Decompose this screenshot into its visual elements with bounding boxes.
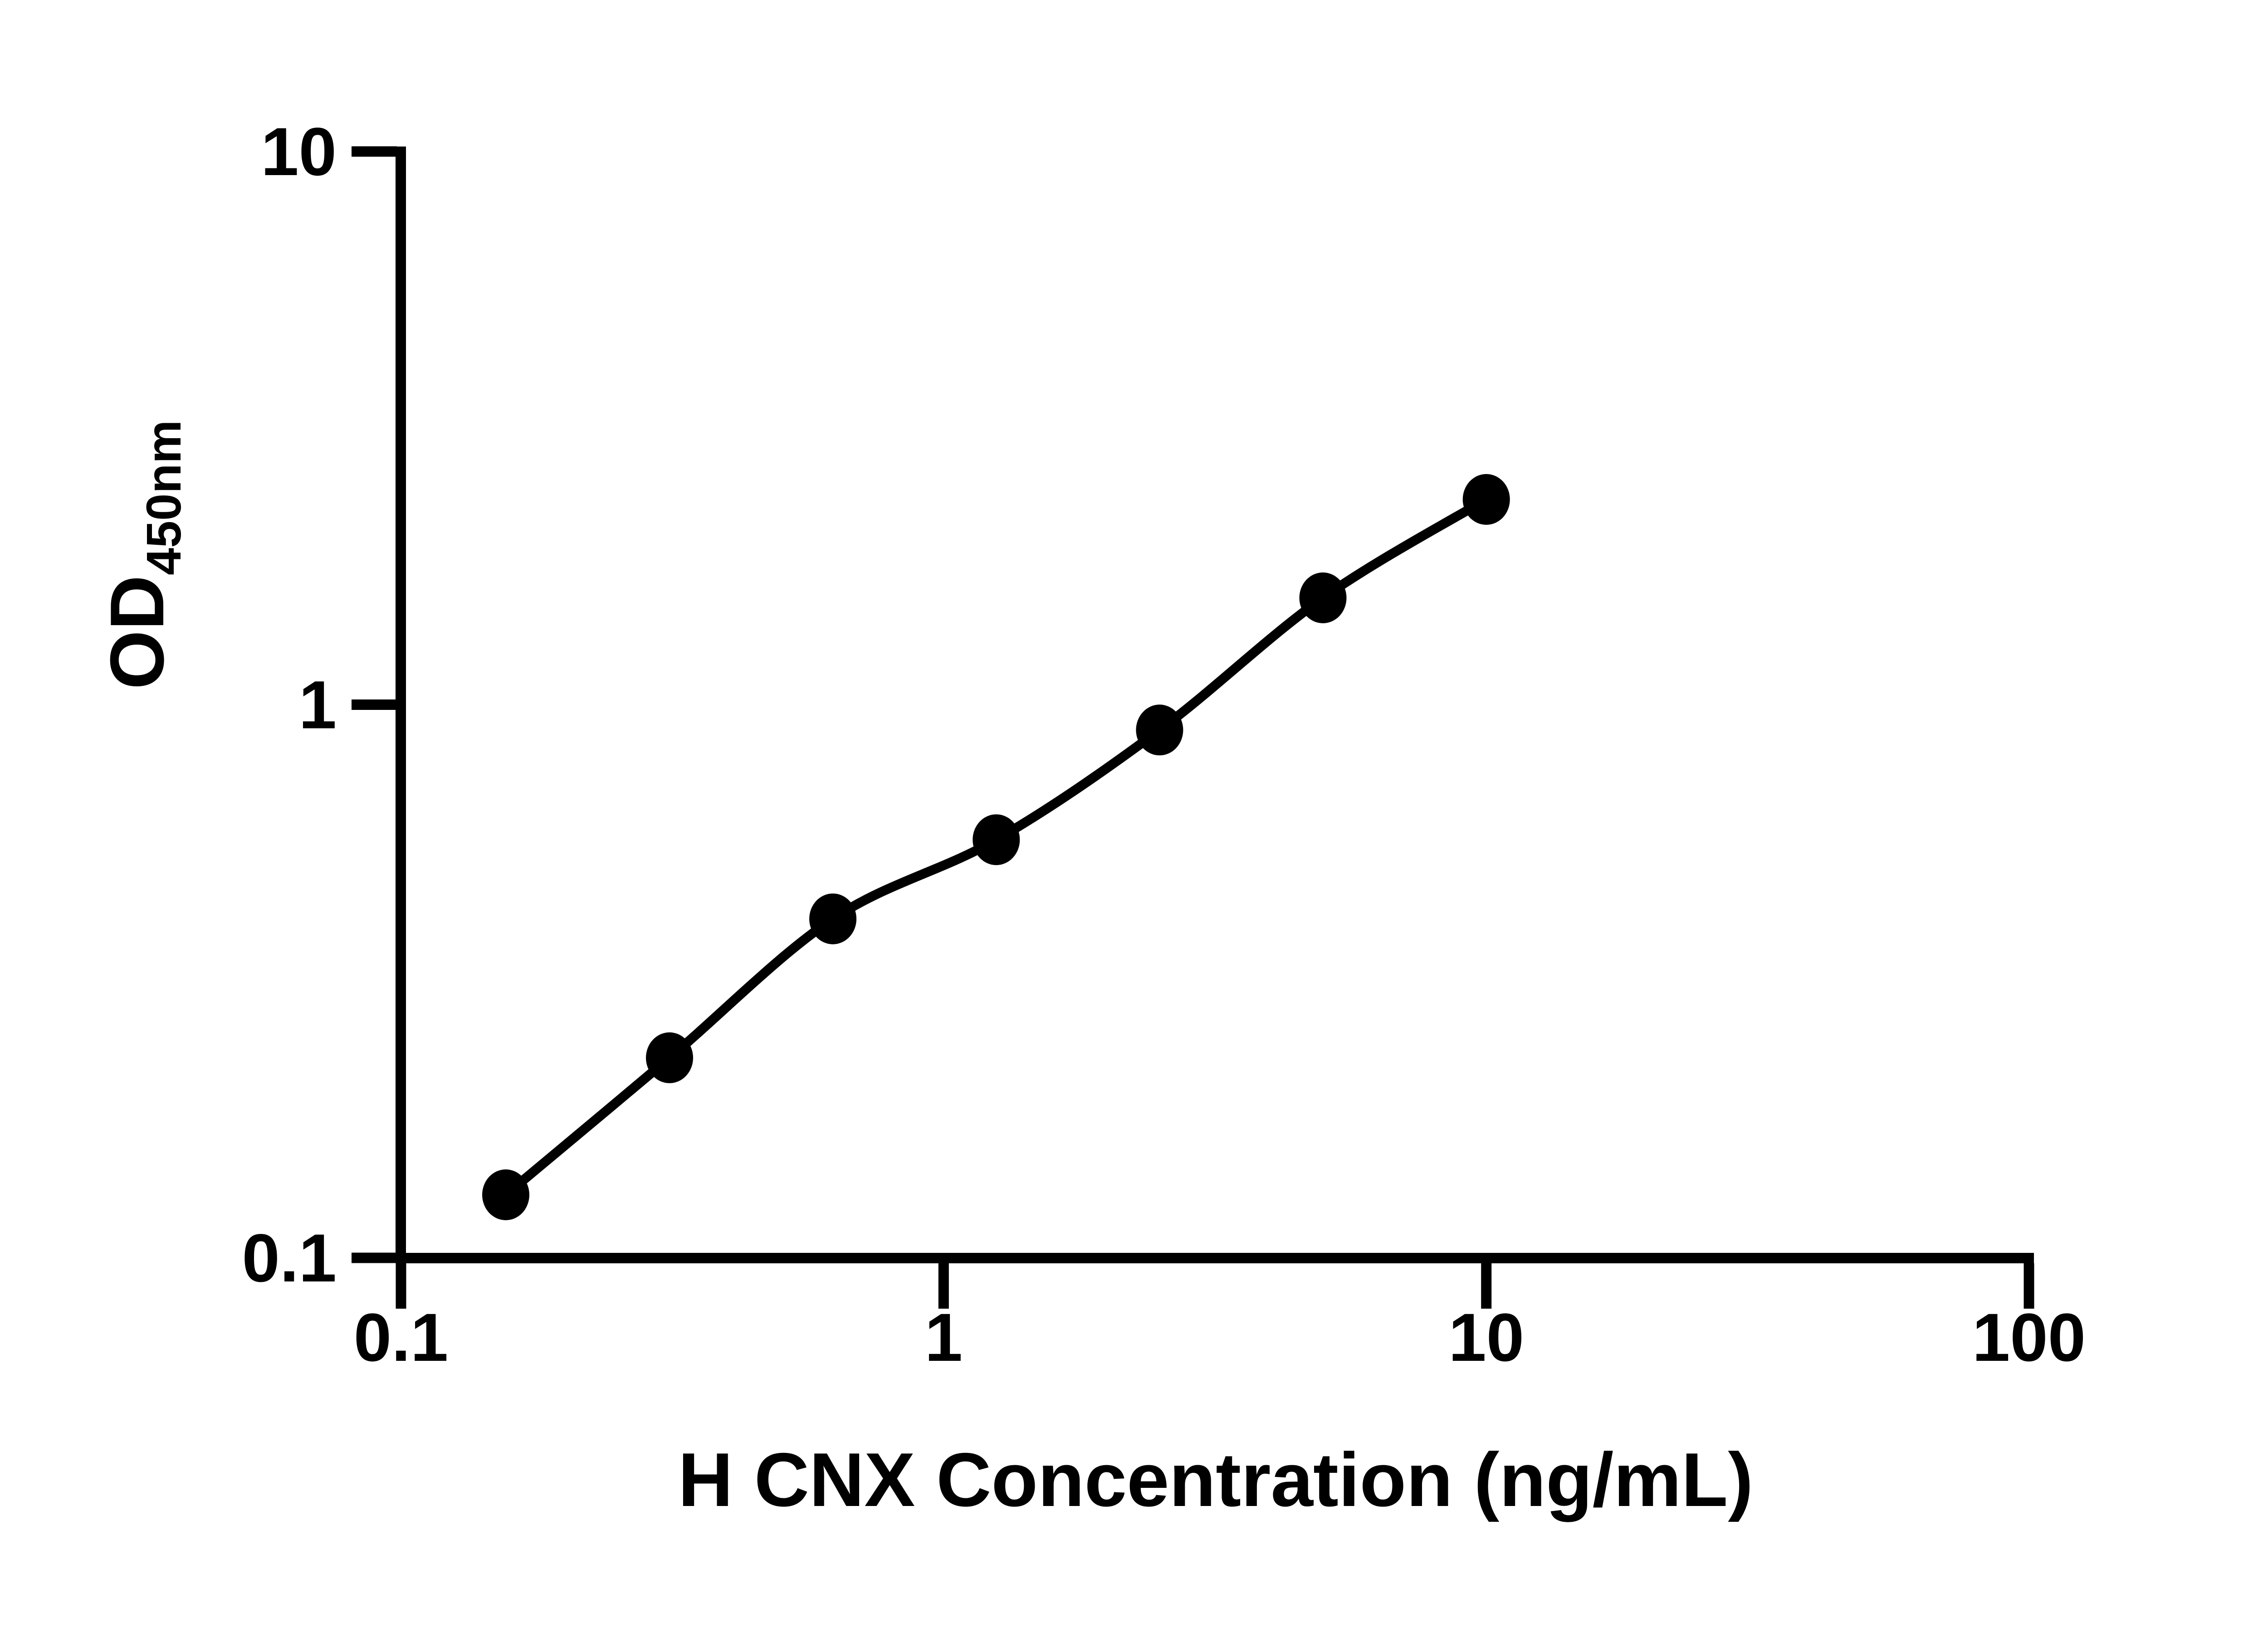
x-axis-tick-labels: 0.1 1 10 100: [354, 1299, 2086, 1375]
x-tick-label-100: 100: [1972, 1299, 2086, 1375]
data-point[interactable]: [1299, 572, 1347, 623]
x-tick-label-0p1: 0.1: [354, 1299, 449, 1375]
y-tick-label-10: 10: [261, 113, 337, 190]
y-tick-label-0p1: 0.1: [242, 1220, 337, 1296]
x-tick-mark-100: [2024, 1263, 2034, 1309]
y-axis-line: [396, 147, 406, 1263]
x-tick-mark-0p1: [396, 1263, 406, 1309]
y-tick-mark-0p1: [352, 1252, 397, 1263]
y-axis-ticks: [352, 146, 397, 1263]
data-point[interactable]: [646, 1032, 693, 1083]
y-tick-mark-1: [352, 699, 397, 710]
data-point[interactable]: [482, 1169, 529, 1220]
y-tick-label-1: 1: [299, 667, 337, 743]
data-point[interactable]: [1136, 704, 1183, 756]
y-axis-title-subscript: 450nm: [136, 420, 191, 575]
x-tick-mark-1: [938, 1263, 949, 1309]
x-axis-line: [396, 1253, 2034, 1263]
y-axis-tick-labels: 10 1 0.1: [242, 113, 337, 1296]
y-axis-title-main: OD: [94, 575, 180, 689]
axis-spines: [396, 147, 2034, 1263]
data-point[interactable]: [1462, 474, 1510, 525]
x-tick-label-1: 1: [925, 1299, 963, 1375]
y-tick-mark-10: [352, 146, 397, 157]
x-axis-title: H CNX Concentration (ng/mL): [678, 1437, 1754, 1522]
data-point[interactable]: [973, 814, 1020, 865]
y-axis-title: OD 450nm: [94, 420, 191, 689]
x-tick-mark-10: [1481, 1263, 1492, 1309]
x-axis-ticks: [396, 1263, 2034, 1309]
data-point[interactable]: [809, 893, 857, 944]
x-tick-label-10: 10: [1448, 1299, 1524, 1375]
data-markers: [482, 474, 1510, 1220]
